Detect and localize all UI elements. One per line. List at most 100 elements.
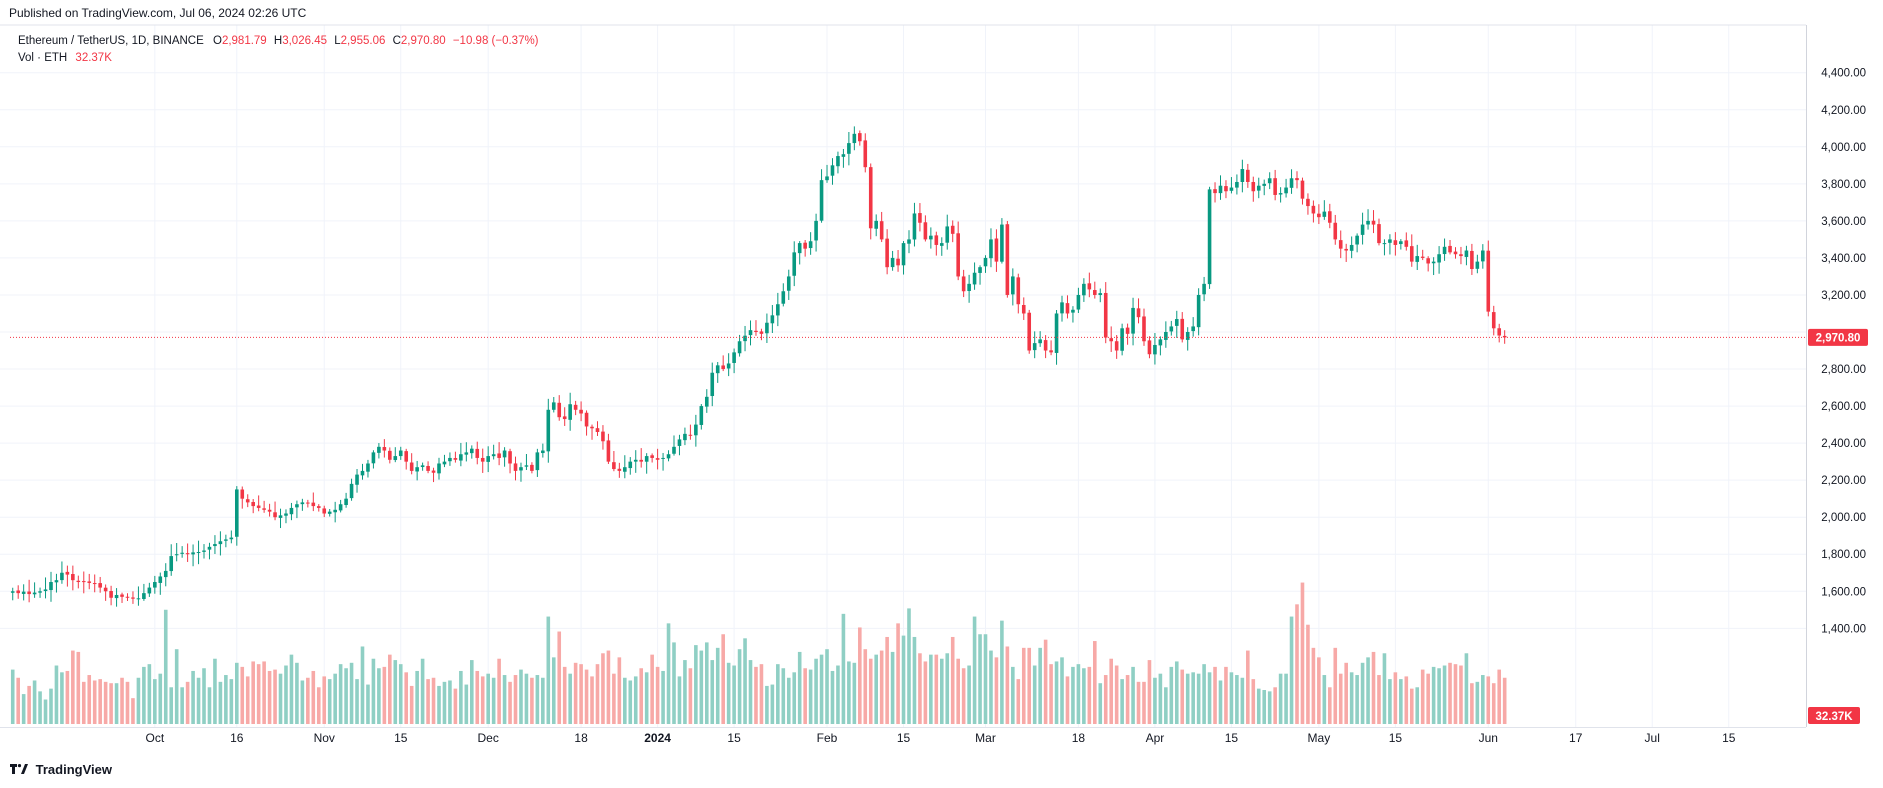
volume-bar xyxy=(1251,679,1256,724)
volume-bar xyxy=(1377,675,1381,724)
volume-bar xyxy=(218,681,223,724)
volume-bar xyxy=(306,677,310,724)
volume-bar xyxy=(1196,673,1201,724)
volume-bar xyxy=(1065,676,1070,724)
volume-bar xyxy=(989,650,993,724)
candle-body xyxy=(284,513,288,516)
candle-body xyxy=(333,509,337,513)
candle-body xyxy=(508,451,512,464)
candle-body xyxy=(836,156,840,167)
volume-legend[interactable]: Vol · ETH 32.37K xyxy=(18,52,112,64)
candle-body xyxy=(442,461,447,465)
volume-bars xyxy=(10,582,1507,724)
volume-bar xyxy=(912,636,917,724)
volume-bar xyxy=(1502,677,1507,724)
volume-bar xyxy=(841,613,846,724)
volume-bar xyxy=(770,684,775,724)
volume-bar xyxy=(349,662,354,724)
volume-bar xyxy=(939,658,944,724)
volume-bar xyxy=(169,687,174,724)
symbol-name: Ethereum / TetherUS, 1D, BINANCE xyxy=(18,35,204,47)
time-tick-label: Feb xyxy=(817,731,838,745)
candle-body xyxy=(934,235,939,245)
candle-body xyxy=(163,570,168,578)
time-tick-label: 16 xyxy=(230,731,244,745)
candle-body xyxy=(1327,211,1332,223)
price-tick-label: 3,400.00 xyxy=(1821,253,1866,265)
candle-body xyxy=(590,426,594,429)
tradingview-brand[interactable]: TradingView xyxy=(10,762,112,777)
volume-bar xyxy=(245,676,250,724)
candle-body xyxy=(1426,258,1430,264)
candle-body xyxy=(153,582,157,588)
last-price-tag-bg xyxy=(1808,328,1868,346)
candle-body xyxy=(377,446,381,453)
volume-bar xyxy=(21,694,26,724)
candle-body xyxy=(513,463,518,471)
volume-bar xyxy=(142,666,146,724)
candle-body xyxy=(1213,189,1217,194)
volume-bar xyxy=(404,672,409,724)
candle-body xyxy=(1082,283,1086,296)
candle-body xyxy=(1125,327,1130,334)
time-tick-label: 15 xyxy=(1389,731,1403,745)
volume-bar xyxy=(1038,647,1042,724)
candle-body xyxy=(819,180,824,221)
candle-body xyxy=(229,537,234,540)
candle-body xyxy=(595,428,600,433)
candle-body xyxy=(27,591,31,595)
volume-bar xyxy=(852,662,857,724)
price-tick-label: 2,400.00 xyxy=(1821,438,1866,450)
volume-bar xyxy=(896,623,900,724)
volume-bar xyxy=(797,651,802,724)
candle-body xyxy=(765,322,769,334)
volume-bar xyxy=(759,664,764,724)
change-value: −10.98 (−0.37%) xyxy=(452,35,539,47)
volume-bar xyxy=(1071,666,1075,724)
volume-bar xyxy=(448,680,452,724)
candle-body xyxy=(1311,205,1316,214)
candle-body xyxy=(546,409,551,452)
volume-bar xyxy=(393,660,398,724)
candle-body xyxy=(1169,326,1174,332)
price-axis[interactable]: 2,000.00 2,200.00 2,400.00 2,600.00 2,800.00… xyxy=(1821,68,1866,636)
candle-body xyxy=(393,456,398,461)
price-tick-label: 2,200.00 xyxy=(1821,475,1866,487)
time-axis[interactable]: Oct 16 Nov 15 Dec 18 2024 15 Feb 15 Mar 18 Apr 15 May 1… xyxy=(145,731,1735,745)
volume-bar xyxy=(1164,687,1168,724)
volume-bar xyxy=(207,687,212,724)
time-tick-label: Oct xyxy=(145,731,164,745)
candle-body xyxy=(1153,344,1157,355)
volume-bar xyxy=(1333,647,1338,724)
candle-body xyxy=(1131,307,1135,334)
volume-bar xyxy=(1136,681,1141,724)
volume-bar xyxy=(202,668,206,724)
volume-bar xyxy=(1246,650,1250,724)
candle-body xyxy=(715,365,720,374)
candle-body xyxy=(868,167,873,229)
candle-body xyxy=(912,213,917,240)
candle-body xyxy=(918,213,922,223)
candle-body xyxy=(950,225,955,234)
candle-body xyxy=(1196,294,1201,328)
candle-body xyxy=(1011,276,1015,295)
candle-body xyxy=(1235,181,1239,188)
candle-body xyxy=(1000,224,1004,262)
volume-bar xyxy=(158,673,163,724)
candle-body xyxy=(704,396,709,407)
symbol-legend[interactable]: Ethereum / TetherUS, 1D, BINANCE O2,981.… xyxy=(18,35,539,47)
volume-bar xyxy=(43,699,48,724)
candle-body xyxy=(1120,328,1124,351)
volume-bar xyxy=(311,670,316,724)
volume-bar xyxy=(601,653,605,724)
volume-bar xyxy=(486,673,490,724)
candle-body xyxy=(1289,178,1294,188)
volume-bar xyxy=(1229,672,1234,724)
volume-bar xyxy=(60,672,64,724)
candle-body xyxy=(1333,222,1338,240)
candle-body xyxy=(530,464,534,471)
volume-bar xyxy=(1273,687,1277,724)
candle-body xyxy=(923,222,928,240)
candle-body xyxy=(431,470,436,473)
